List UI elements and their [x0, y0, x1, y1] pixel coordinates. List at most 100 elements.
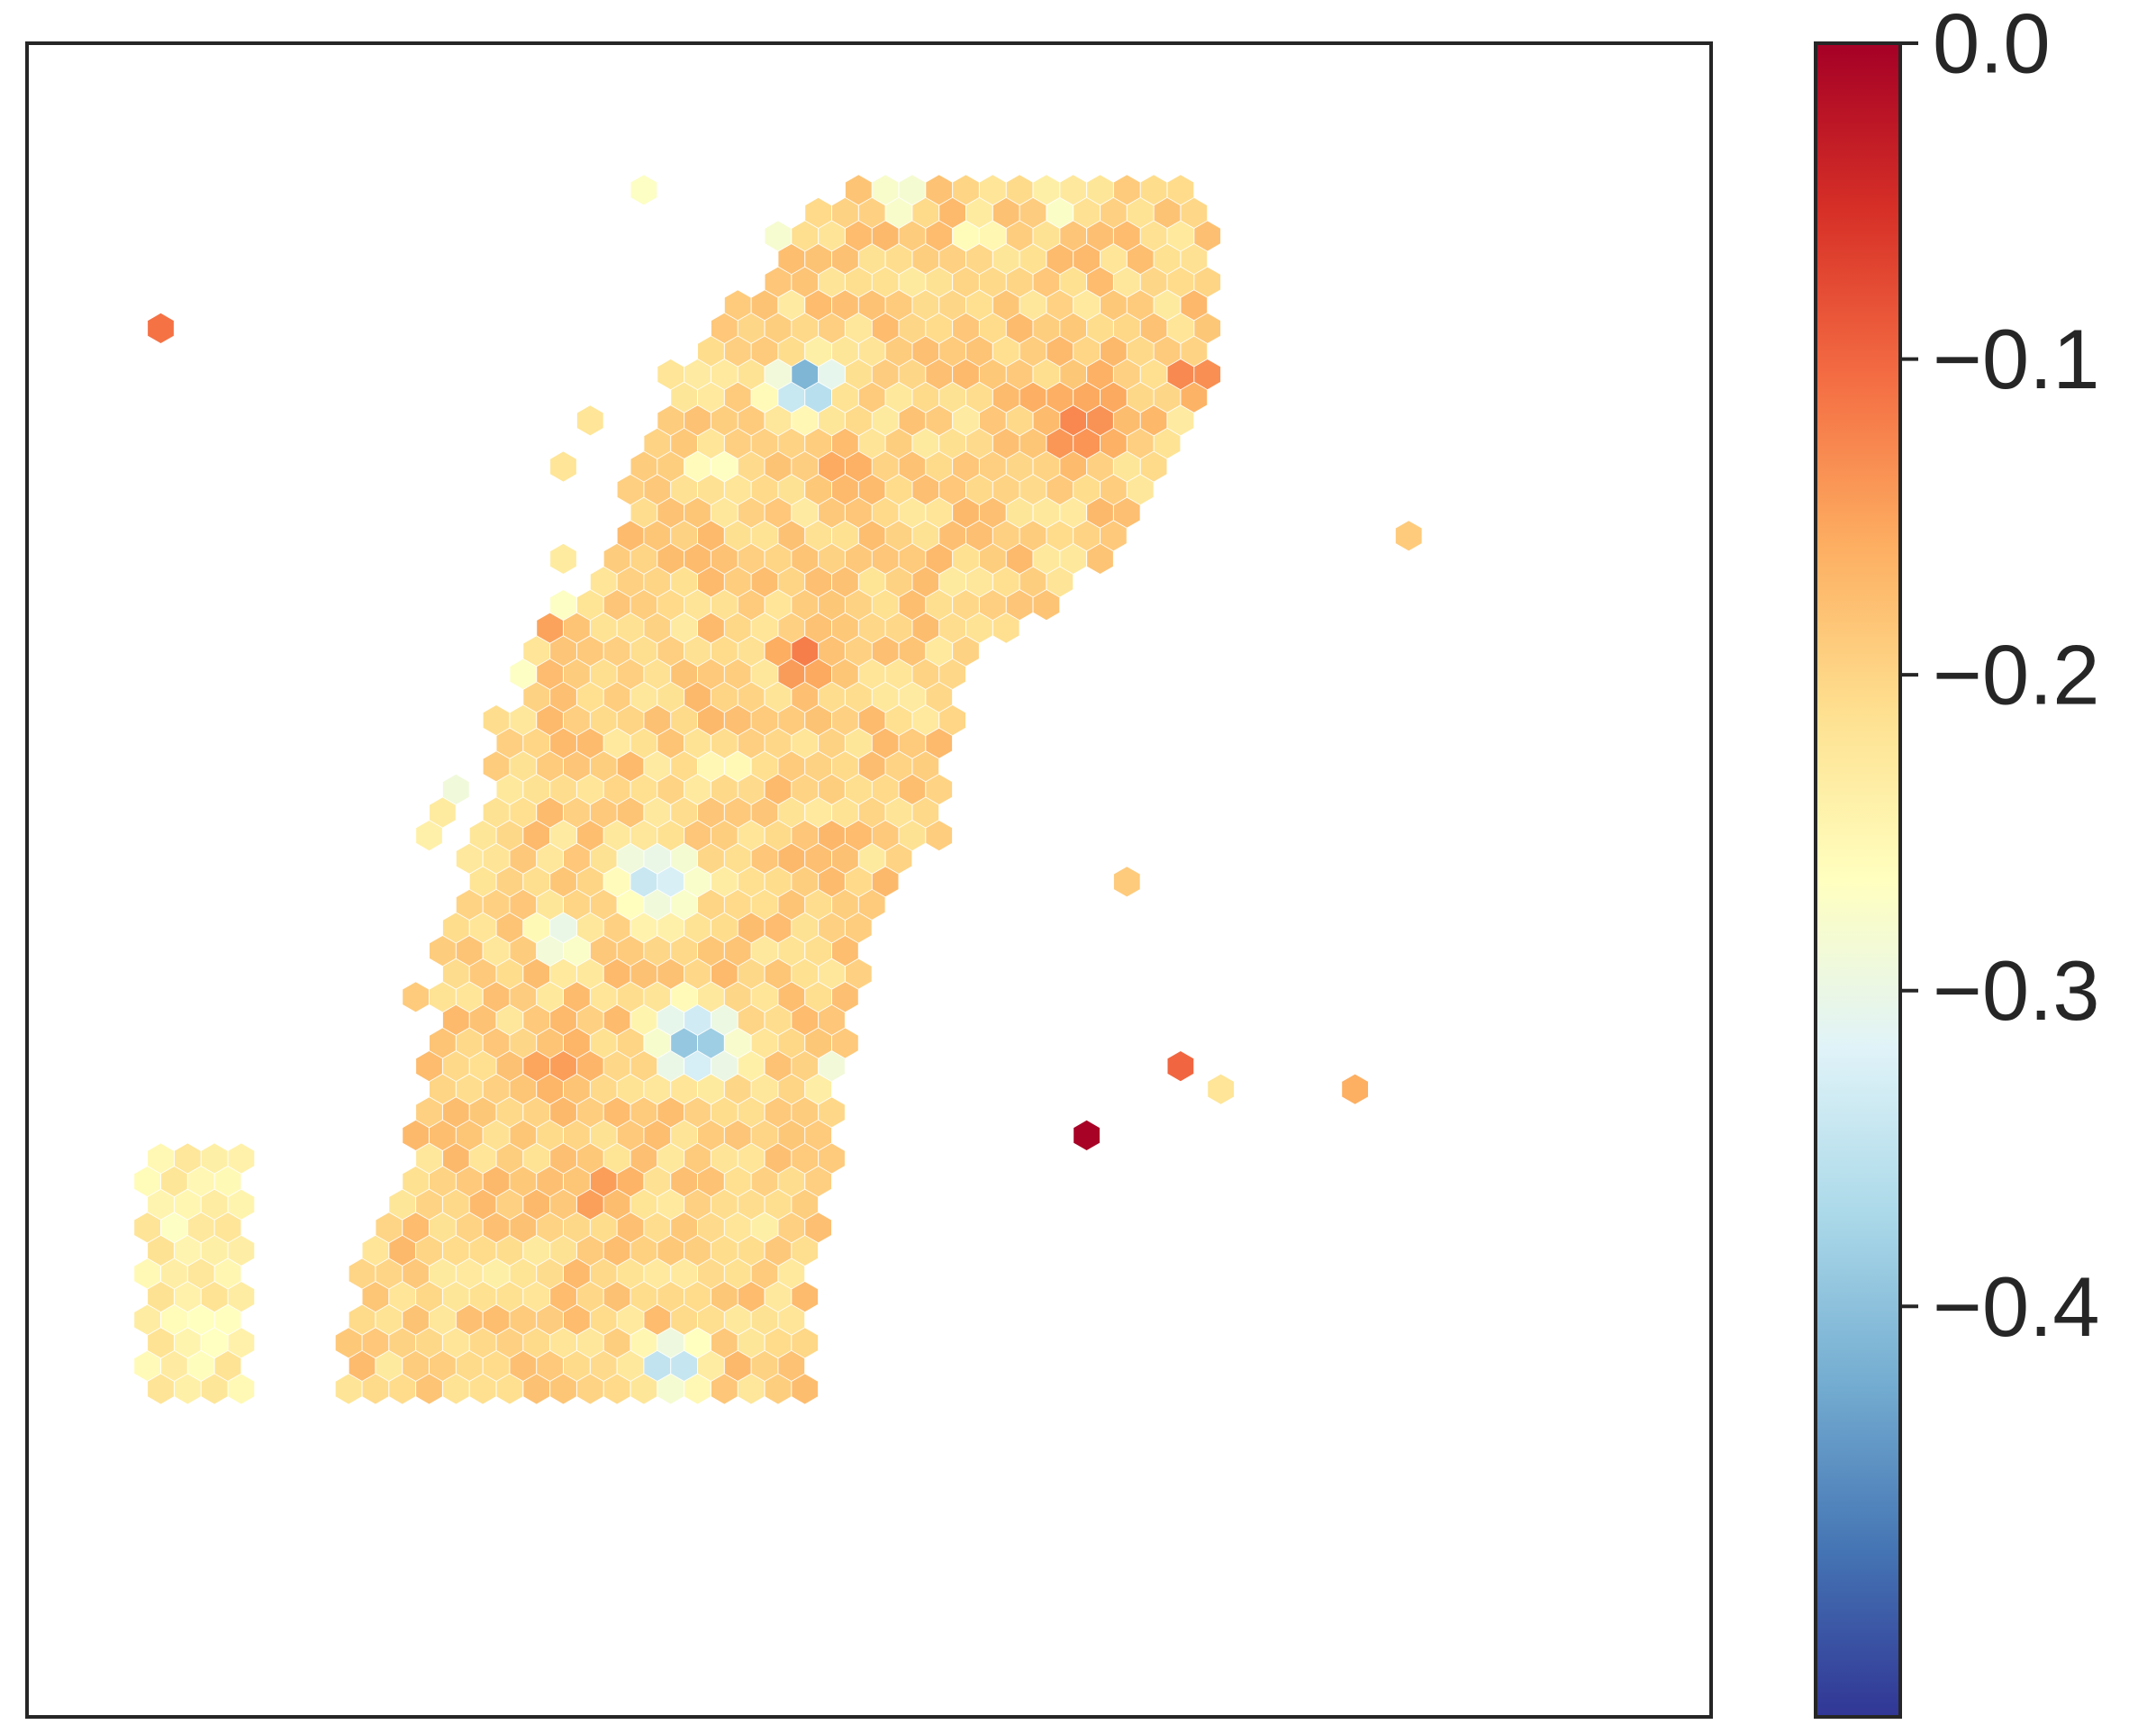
hex-spot	[590, 658, 617, 689]
hex-spot	[872, 774, 899, 804]
hex-spot	[657, 1374, 684, 1404]
hex-spot	[442, 1143, 469, 1174]
hex-spot	[858, 797, 885, 828]
hex-spot	[805, 982, 831, 1012]
hex-spot	[617, 475, 644, 505]
hex-spot	[939, 197, 965, 228]
hex-spot	[738, 728, 765, 758]
hex-spot	[792, 359, 819, 390]
hex-spot	[992, 290, 1019, 321]
hex-spot	[617, 613, 644, 643]
hex-spot	[966, 382, 992, 413]
hex-spot	[376, 1304, 403, 1335]
hex-spot	[819, 313, 845, 343]
hex-spot	[1019, 382, 1046, 413]
hex-spot	[603, 1143, 630, 1174]
hex-spot	[349, 1258, 376, 1289]
hex-spot	[469, 821, 496, 851]
hex-spot	[845, 543, 872, 574]
hex-spot	[738, 682, 765, 713]
hex-spot	[765, 267, 792, 297]
hex-spot	[805, 1167, 831, 1197]
hex-spot	[617, 1258, 644, 1289]
hex-spot	[698, 1074, 724, 1104]
hex-spot	[1087, 267, 1113, 297]
hex-spot	[657, 912, 684, 943]
hex-spot	[724, 475, 751, 505]
colorbar-tick-label: −0.3	[1933, 943, 2100, 1038]
hex-spot	[362, 1374, 389, 1404]
hex-spot	[792, 1143, 819, 1174]
hex-spot	[751, 705, 778, 736]
hex-spot	[805, 290, 831, 321]
hex-spot	[738, 636, 765, 667]
hex-spot	[792, 267, 819, 297]
hex-spot	[845, 774, 872, 804]
hex-spot	[590, 1074, 617, 1104]
hex-spot	[603, 1189, 630, 1220]
hex-spot	[617, 936, 644, 967]
hex-spot	[148, 1328, 174, 1358]
hex-spot	[966, 475, 992, 505]
hex-spot	[416, 1051, 442, 1082]
hex-spot	[644, 1350, 671, 1381]
hex-spot	[590, 1258, 617, 1289]
hex-spot	[698, 751, 724, 782]
hex-spot	[979, 451, 1006, 482]
hex-spot	[564, 751, 590, 782]
hex-spot	[496, 728, 523, 758]
hex-spot	[134, 1350, 160, 1381]
hex-spot	[644, 1028, 671, 1058]
hex-spot	[738, 359, 765, 390]
hex-spot	[430, 982, 456, 1012]
hex-spot	[590, 889, 617, 920]
hex-spot	[1154, 382, 1181, 413]
hex-spot	[899, 267, 926, 297]
hex-spot	[603, 1282, 630, 1312]
hex-spot	[617, 1350, 644, 1381]
hex-spot	[832, 521, 858, 551]
hex-spot	[899, 590, 926, 621]
hex-spot	[603, 590, 630, 621]
hex-spot	[630, 1051, 657, 1082]
hex-spot	[738, 1235, 765, 1266]
hex-spot	[953, 313, 979, 343]
hex-spot	[1073, 336, 1100, 367]
hex-spot	[187, 1304, 214, 1335]
hex-spot	[657, 728, 684, 758]
hex-spot	[657, 1004, 684, 1035]
hex-spot	[845, 221, 872, 251]
hex-spot	[1167, 313, 1194, 343]
hex-spot	[724, 1258, 751, 1289]
hex-spot	[403, 1258, 429, 1289]
hex-spot	[819, 1143, 845, 1174]
hex-spot	[187, 1167, 214, 1197]
hex-spot	[738, 912, 765, 943]
hex-spot	[1033, 497, 1060, 528]
hex-spot	[496, 1051, 523, 1082]
hex-spot	[845, 867, 872, 897]
hex-spot	[751, 382, 778, 413]
hex-spot	[1167, 359, 1194, 390]
hex-spot	[805, 658, 831, 689]
hex-spot	[698, 658, 724, 689]
hex-spot	[510, 751, 537, 782]
hex-spot	[751, 889, 778, 920]
hex-spot	[1073, 290, 1100, 321]
hex-spot	[644, 475, 671, 505]
hex-spot	[1101, 382, 1127, 413]
hex-spot	[872, 405, 899, 436]
hex-spot	[899, 451, 926, 482]
hex-spot	[523, 821, 550, 851]
hex-spot	[1006, 451, 1033, 482]
hex-spot	[765, 590, 792, 621]
hex-spot	[724, 428, 751, 458]
hex-spot	[819, 958, 845, 989]
hex-spot	[992, 613, 1019, 643]
hex-spot	[671, 567, 697, 597]
hex-spot	[630, 1143, 657, 1174]
hex-spot	[671, 1350, 697, 1381]
hex-spot	[858, 751, 885, 782]
hex-spot	[845, 590, 872, 621]
hex-spot	[724, 567, 751, 597]
